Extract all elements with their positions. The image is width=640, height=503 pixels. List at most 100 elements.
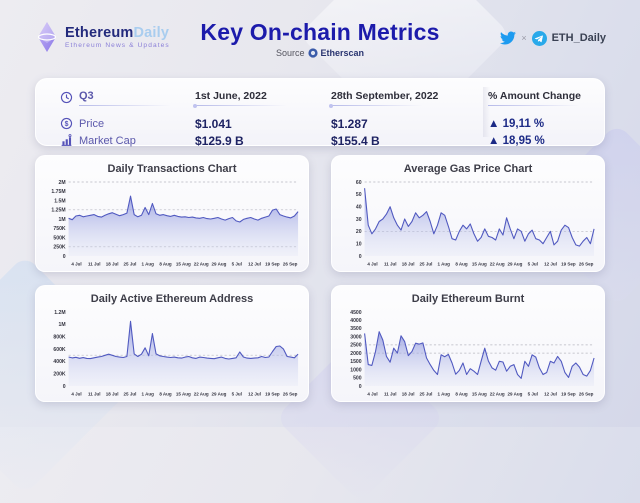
svg-text:22 Aug: 22 Aug: [490, 261, 505, 266]
header-underline: [329, 103, 423, 108]
svg-text:1.75M: 1.75M: [51, 189, 65, 195]
source-line: Source Etherscan: [0, 48, 640, 58]
chart-canvas-daily-active-address: 1.2M 1M 800K 600K 400K 200K 0 4 Jul 11 Jul 18 Jul…: [42, 306, 302, 398]
svg-text:8 Aug: 8 Aug: [159, 261, 172, 266]
chart-title: Daily Ethereum Burnt: [411, 293, 525, 305]
date-end-cell: 28th September, 2022: [329, 88, 488, 115]
logo-tagline: Ethereum News & Updates: [65, 42, 170, 49]
svg-text:12 Jul: 12 Jul: [544, 391, 557, 396]
source-name: Etherscan: [320, 48, 365, 58]
ethereum-diamond-icon: [37, 22, 57, 52]
stats-table: Q3 1st June, 2022 28th September, 2022 %…: [35, 78, 605, 148]
svg-text:50: 50: [356, 192, 362, 198]
svg-text:$: $: [65, 121, 69, 128]
svg-text:500: 500: [353, 376, 362, 382]
chart-canvas-daily-transactions: 2M 1.75M 1.5M 1.25M 1M 750K 500K 250K 0 4 Jul 11 J…: [42, 176, 302, 268]
change-header: % Amount Change: [488, 90, 581, 102]
svg-text:1.2M: 1.2M: [54, 310, 65, 316]
chart-card-daily-transactions: Daily Transactions Chart 2M 1.75M 1.5M 1.25…: [35, 155, 309, 272]
svg-text:18 Jul: 18 Jul: [402, 391, 415, 396]
table-vertical-divider: [483, 87, 490, 137]
svg-text:19 Sep: 19 Sep: [265, 261, 280, 266]
date-start: 1st June, 2022: [195, 90, 267, 102]
bar-chart-icon: [61, 134, 72, 146]
price-label-cell: $ Price: [60, 115, 195, 132]
svg-text:0: 0: [359, 384, 362, 390]
price-change-value: ▲ 19,11 %: [488, 117, 545, 130]
price-label: Price: [79, 117, 105, 130]
svg-text:19 Sep: 19 Sep: [265, 391, 280, 396]
svg-text:22 Aug: 22 Aug: [194, 391, 209, 396]
svg-text:15 Aug: 15 Aug: [472, 261, 487, 266]
svg-text:1 Aug: 1 Aug: [141, 391, 154, 396]
svg-text:12 Jul: 12 Jul: [248, 391, 261, 396]
chart-card-daily-active-address: Daily Active Ethereum Address 1.2M 1M 800K…: [35, 285, 309, 402]
svg-text:26 Sep: 26 Sep: [579, 261, 594, 266]
chart-canvas-daily-ethereum-burnt: 4500 4000 3500 3000 2500 2000 1500 1000 500 0 4 Ju…: [338, 306, 598, 398]
svg-text:25 Jul: 25 Jul: [124, 391, 137, 396]
svg-text:1 Aug: 1 Aug: [437, 391, 450, 396]
svg-text:18 Jul: 18 Jul: [106, 391, 119, 396]
svg-text:8 Aug: 8 Aug: [159, 391, 172, 396]
svg-text:2M: 2M: [59, 180, 66, 186]
svg-text:26 Sep: 26 Sep: [283, 261, 298, 266]
logo-wordmark: EthereumDaily: [65, 25, 170, 41]
svg-text:250K: 250K: [53, 244, 66, 250]
svg-text:4 Jul: 4 Jul: [367, 261, 377, 266]
marketcap-start-value: $125.9 B: [195, 133, 244, 148]
marketcap-label: Market Cap: [79, 134, 136, 147]
svg-text:2500: 2500: [350, 343, 362, 349]
svg-text:60: 60: [356, 180, 362, 186]
svg-text:3000: 3000: [350, 334, 362, 340]
svg-text:4500: 4500: [350, 310, 362, 316]
svg-text:5 Jul: 5 Jul: [232, 391, 242, 396]
svg-text:15 Aug: 15 Aug: [176, 391, 191, 396]
svg-text:40: 40: [356, 204, 362, 210]
svg-text:15 Aug: 15 Aug: [472, 391, 487, 396]
svg-text:200K: 200K: [53, 371, 66, 377]
date-end: 28th September, 2022: [331, 90, 439, 102]
svg-text:8 Aug: 8 Aug: [455, 391, 468, 396]
svg-text:1M: 1M: [59, 217, 66, 223]
chart-title: Average Gas Price Chart: [403, 163, 533, 175]
social-handles[interactable]: × ETH_Daily: [500, 30, 606, 46]
svg-text:4 Jul: 4 Jul: [71, 391, 81, 396]
svg-text:4 Jul: 4 Jul: [71, 261, 81, 266]
chart-title: Daily Transactions Chart: [107, 163, 237, 175]
svg-text:8 Aug: 8 Aug: [455, 261, 468, 266]
svg-text:1.5M: 1.5M: [54, 198, 65, 204]
svg-text:29 Aug: 29 Aug: [508, 261, 523, 266]
period-cell: Q3: [60, 88, 195, 115]
period-label: Q3: [79, 90, 94, 102]
svg-text:29 Aug: 29 Aug: [212, 391, 227, 396]
marketcap-end-value: $155.4 B: [331, 133, 380, 148]
ethereum-daily-logo: EthereumDaily Ethereum News & Updates: [36, 21, 170, 53]
svg-text:22 Aug: 22 Aug: [194, 261, 209, 266]
svg-text:12 Jul: 12 Jul: [248, 261, 261, 266]
svg-text:25 Jul: 25 Jul: [420, 391, 433, 396]
svg-text:5 Jul: 5 Jul: [232, 261, 242, 266]
svg-text:1 Aug: 1 Aug: [437, 261, 450, 266]
price-start-value: $1.041: [195, 116, 232, 131]
chart-card-daily-ethereum-burnt: Daily Ethereum Burnt 4500 4000 3500 3000 250…: [331, 285, 605, 402]
svg-text:12 Jul: 12 Jul: [544, 261, 557, 266]
change-header-cell: % Amount Change: [488, 88, 592, 115]
source-label: Source: [275, 48, 305, 58]
svg-text:11 Jul: 11 Jul: [384, 261, 397, 266]
svg-text:26 Sep: 26 Sep: [579, 391, 594, 396]
svg-text:2000: 2000: [350, 351, 362, 357]
svg-text:25 Jul: 25 Jul: [420, 261, 433, 266]
svg-text:26 Sep: 26 Sep: [283, 391, 298, 396]
svg-text:500K: 500K: [53, 235, 66, 241]
svg-text:30: 30: [356, 217, 362, 223]
svg-text:600K: 600K: [53, 347, 66, 353]
dollar-icon: $: [60, 117, 73, 130]
svg-text:750K: 750K: [53, 226, 66, 232]
price-end-value: $1.287: [331, 116, 368, 131]
svg-text:10: 10: [356, 241, 362, 247]
telegram-icon: [531, 30, 547, 46]
svg-text:0: 0: [359, 254, 362, 260]
header-underline: [488, 105, 580, 106]
svg-text:11 Jul: 11 Jul: [384, 391, 397, 396]
svg-text:25 Jul: 25 Jul: [124, 261, 137, 266]
